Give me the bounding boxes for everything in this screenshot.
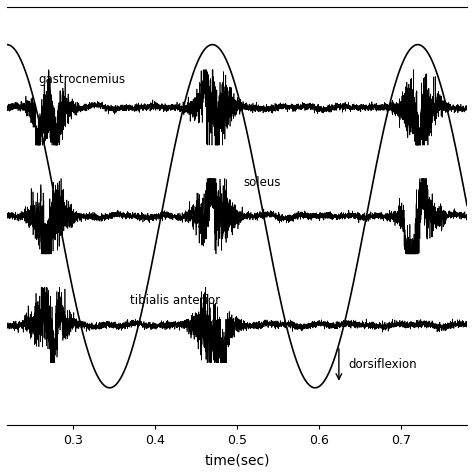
X-axis label: time(sec): time(sec) <box>204 453 270 467</box>
Text: dorsiflexion: dorsiflexion <box>349 358 418 371</box>
Text: tibialis anterior: tibialis anterior <box>130 294 220 307</box>
Text: gastrocnemius: gastrocnemius <box>38 73 125 86</box>
Text: soleus: soleus <box>244 176 281 189</box>
